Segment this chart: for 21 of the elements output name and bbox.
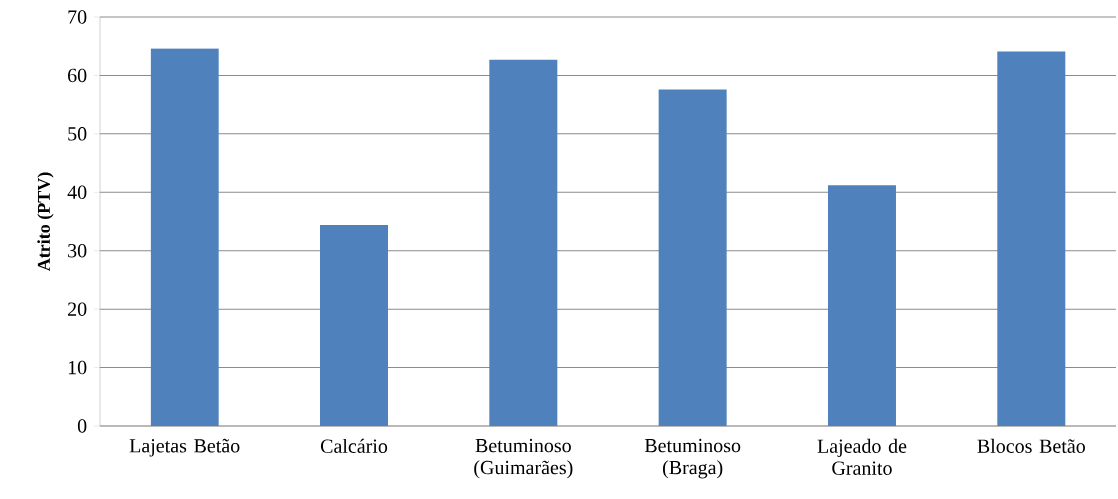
x-tick-label: Betuminoso (Guimarães) xyxy=(474,438,573,479)
x-tick-label: Calcário xyxy=(320,438,388,453)
bar xyxy=(150,48,219,426)
y-tick-label: 0 xyxy=(77,419,87,433)
y-tick-label: 50 xyxy=(68,127,87,141)
x-tick-label: Blocos Betão xyxy=(977,438,1085,453)
bar xyxy=(658,89,727,426)
y-tick-label: 60 xyxy=(68,68,87,83)
bar xyxy=(489,59,558,426)
y-tick-label: 10 xyxy=(68,360,87,375)
y-tick-label: 30 xyxy=(68,243,87,258)
y-tick-label: 70 xyxy=(68,10,87,24)
x-tick-label: Lajeado de Granito xyxy=(817,438,907,475)
y-tick-label: 20 xyxy=(68,302,87,316)
x-tick-label: Lajetas Betão xyxy=(129,438,240,457)
y-axis-title: Atrito (PTV) xyxy=(37,172,54,272)
bar xyxy=(827,185,896,426)
x-tick-label: Betuminoso (Braga) xyxy=(644,438,741,479)
bar xyxy=(320,225,388,426)
bar xyxy=(997,51,1066,426)
y-tick-label: 40 xyxy=(67,185,87,200)
